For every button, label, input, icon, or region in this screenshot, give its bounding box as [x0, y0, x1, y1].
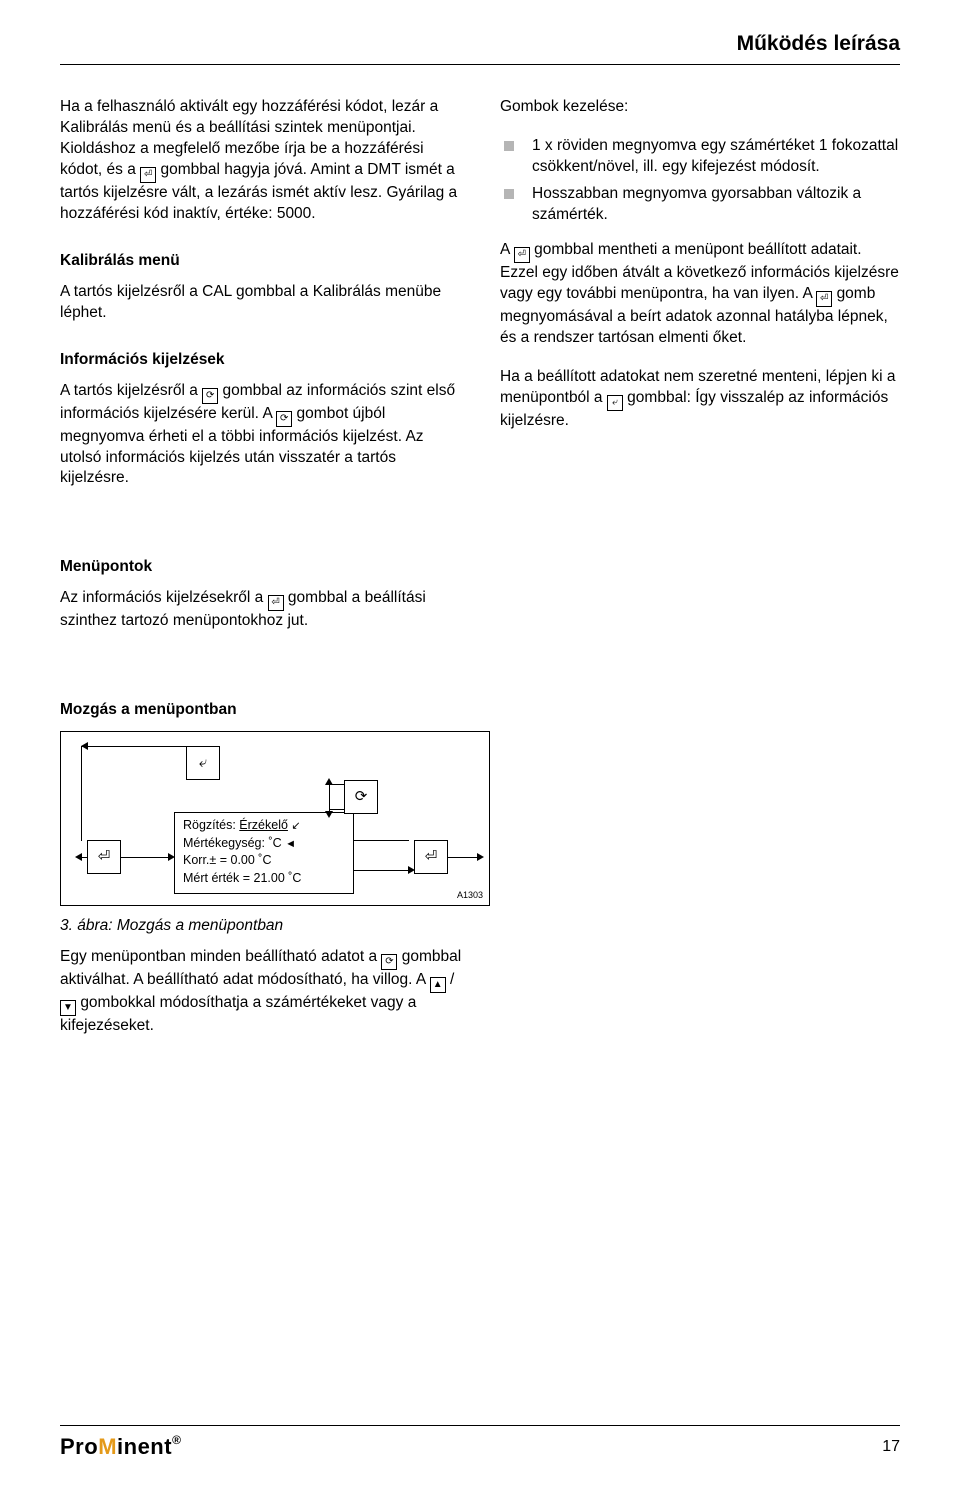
cycle-icon: ⟳: [381, 954, 397, 970]
arrow-segment: [81, 857, 87, 858]
label: Rögzítés:: [183, 818, 236, 832]
logo-part: M: [98, 1434, 117, 1459]
arrow-segment: [448, 857, 478, 858]
logo-part: Pro: [60, 1434, 98, 1459]
navigation-diagram: ⤶ ⏎ Rögzítés: Érzékelő ↙ Mértékegység: ˚…: [60, 731, 490, 906]
prominent-logo: ProMinent®: [60, 1432, 181, 1462]
enter-icon: ⏎: [140, 167, 156, 183]
diagram-enter-button: ⏎: [87, 840, 121, 874]
arrow-segment: [354, 870, 409, 871]
arrow-segment: [329, 809, 344, 810]
text: A tartós kijelzésről a: [60, 382, 202, 399]
text: A: [500, 241, 514, 258]
panel-row: Korr.± = 0.00 ˚C: [183, 852, 345, 870]
list-item: 1 x röviden megnyomva egy számértéket 1 …: [500, 136, 900, 178]
text: gombokkal módosít­hatja a számértékeket …: [60, 994, 416, 1034]
page-footer: ProMinent® 17: [60, 1425, 900, 1462]
value: Érzékelő: [239, 818, 288, 832]
arrow-segment: [87, 746, 186, 747]
figure-id: A1303: [457, 889, 483, 901]
footer-row: ProMinent® 17: [60, 1432, 900, 1462]
arrow-segment: [329, 784, 330, 812]
arrow-segment: [81, 746, 89, 747]
kalibralas-paragraph: A tartós kijelzésről a CAL gombbal a Kal…: [60, 282, 460, 324]
arrow-segment: [329, 809, 330, 812]
page-number: 17: [882, 1436, 900, 1458]
arrow-segment: [81, 746, 82, 841]
registered-icon: ®: [172, 1433, 181, 1447]
down-icon: ▼: [60, 1000, 76, 1016]
text: Egy menüpontban minden beállítható adato…: [60, 948, 381, 965]
left-column: Ha a felhasználó aktivált egy hozzáférés…: [60, 97, 460, 507]
menupontok-paragraph: Az információs kijelzésekről a ⏎ gombbal…: [60, 588, 460, 632]
text: /: [450, 971, 454, 988]
heading-informacios: Információs kijelzések: [60, 350, 460, 371]
back-icon: ⤶: [607, 395, 623, 411]
diagram-enter-button: ⏎: [414, 840, 448, 874]
enter-icon: ⏎: [268, 595, 284, 611]
arrow-segment: [329, 784, 344, 785]
diagram-back-button: ⤶: [186, 746, 220, 780]
cycle-icon: ⟳: [276, 411, 292, 427]
diagram-cycle-button: ⟳: [344, 780, 378, 814]
intro-paragraph: Ha a felhasználó aktivált egy hozzáférés…: [60, 97, 460, 225]
heading-mozgas: Mozgás a menüpontban: [60, 700, 900, 721]
list-item: Hosszabban megnyomva gyorsabban vál­tozi…: [500, 184, 900, 226]
logo-part: inent: [117, 1434, 172, 1459]
text: Az információs kijelzésekről a: [60, 589, 268, 606]
heading-kalibralas: Kalibrálás menü: [60, 251, 460, 272]
two-column-layout: Ha a felhasználó aktivált egy hozzáférés…: [60, 97, 900, 507]
panel-row: Mértékegység: ˚C ◄: [183, 835, 345, 853]
left-arrow-icon: ◄: [285, 837, 296, 852]
right-column: Gombok kezelése: 1 x röviden megnyomva e…: [500, 97, 900, 507]
gombok-heading: Gombok kezelése:: [500, 97, 900, 118]
gombok-list: 1 x röviden megnyomva egy számértéket 1 …: [500, 136, 900, 226]
informacios-paragraph: A tartós kijelzésről a ⟳ gombbal az info…: [60, 381, 460, 490]
header-rule: [60, 64, 900, 65]
arrow-segment: [354, 840, 409, 841]
figure-caption: 3. ábra: Mozgás a menüpontban: [60, 916, 900, 937]
enter-icon: ⏎: [514, 247, 530, 263]
enter-icon: ⏎: [816, 291, 832, 307]
label: Mértékegység:: [183, 836, 265, 850]
value: ˚C: [268, 836, 281, 850]
panel-row: Rögzítés: Érzékelő ↙: [183, 817, 345, 835]
cycle-icon: ⟳: [202, 388, 218, 404]
heading-menupontok: Menüpontok: [60, 557, 900, 578]
save-paragraph: A ⏎ gombbal mentheti a menüpont beállíto…: [500, 240, 900, 349]
page-header-title: Működés leírása: [60, 30, 900, 64]
cancel-paragraph: Ha a beállított adatokat nem szeretné me…: [500, 367, 900, 432]
diagram-display-panel: Rögzítés: Érzékelő ↙ Mértékegység: ˚C ◄ …: [174, 812, 354, 894]
up-icon: ▲: [430, 977, 446, 993]
footer-rule: [60, 1425, 900, 1426]
cursor-arrow-icon: ↙: [291, 819, 300, 834]
panel-row: Mért érték = 21.00 ˚C: [183, 870, 345, 888]
arrow-segment: [121, 857, 169, 858]
mozgas-paragraph: Egy menüpontban minden beállítható adato…: [60, 947, 470, 1037]
